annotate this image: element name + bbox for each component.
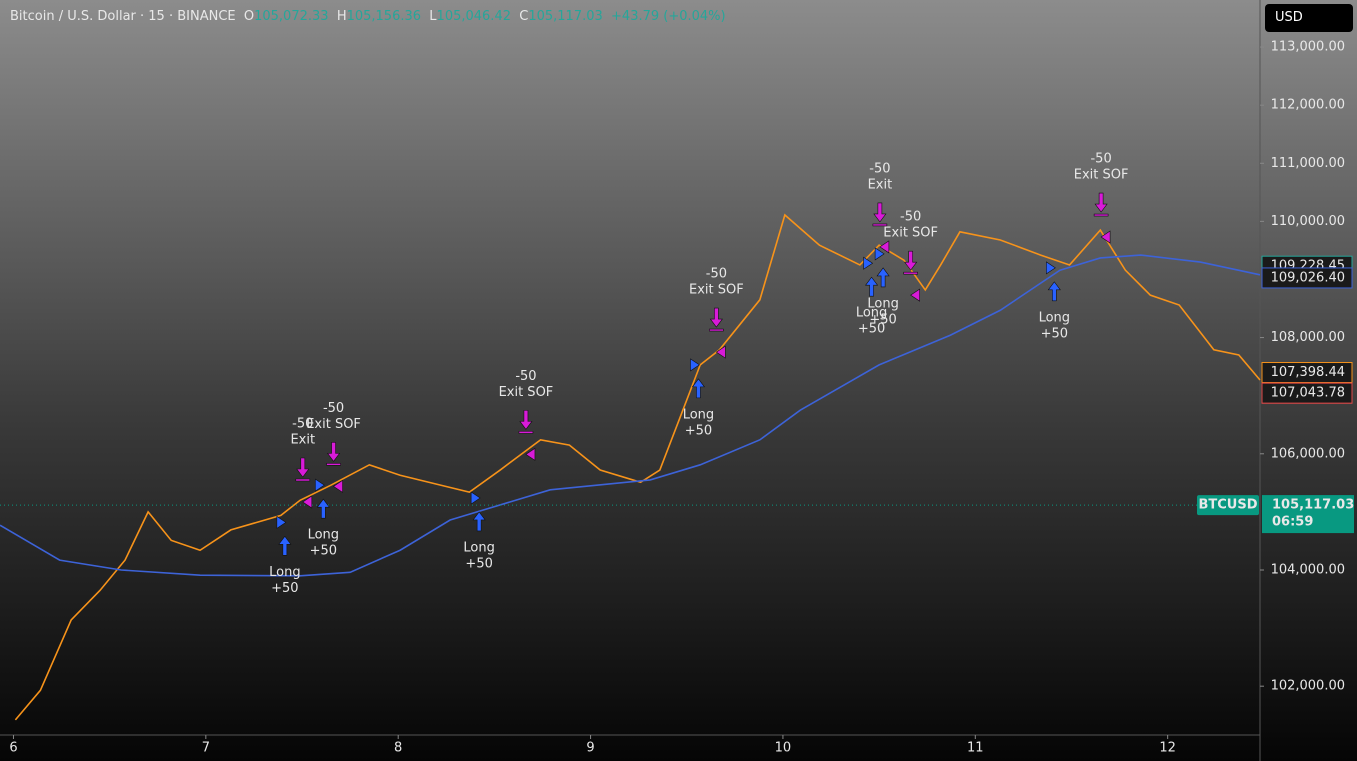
signal-label: +50: [1041, 326, 1068, 341]
y-tick-label: 104,000.00: [1271, 562, 1345, 577]
symbol-tag-text: BTCUSD: [1198, 498, 1257, 513]
y-tick-label: 111,000.00: [1271, 156, 1345, 171]
signal-label: +50: [869, 312, 896, 327]
x-tick-label: 7: [202, 741, 210, 756]
price-label-box: [1261, 382, 1353, 404]
signal-label: Exit: [868, 177, 893, 192]
y-tick-label: 102,000.00: [1271, 679, 1345, 694]
exit-arrow: [709, 307, 724, 332]
entry-marker: [470, 491, 481, 505]
entry-marker: [874, 247, 885, 261]
signal-label: +50: [685, 423, 712, 438]
entry-marker: [863, 256, 874, 270]
long-arrow: [1047, 281, 1061, 302]
x-tick-label: 12: [1159, 741, 1176, 756]
ohlc-value: 105,046.42: [436, 9, 511, 24]
signal-label: -50: [292, 417, 313, 432]
exit-marker: [715, 345, 726, 359]
long-arrow: [864, 276, 879, 297]
signal-label: Long: [308, 528, 339, 543]
price-label-box: [1261, 362, 1353, 384]
ohlc-value: 105,072.33: [254, 9, 329, 24]
entry-marker: [690, 358, 700, 372]
last-price-box: [1262, 495, 1354, 534]
price-label-box: [1261, 267, 1353, 289]
ohlc-key: L: [429, 9, 437, 24]
signal-label: -50: [900, 210, 921, 225]
signal-label: +50: [858, 322, 885, 337]
signal-label: +50: [465, 556, 492, 571]
x-tick-label: 9: [586, 741, 594, 756]
signal-label: Long: [856, 306, 887, 321]
exit-arrow: [295, 457, 311, 482]
countdown: 06:59: [1272, 515, 1313, 530]
x-tick-label: 11: [967, 741, 984, 756]
legend-header: Bitcoin / U.S. Dollar · 15 · BINANCE O10…: [10, 9, 726, 24]
signal-label: Exit SOF: [499, 385, 554, 400]
y-tick-label: 113,000.00: [1271, 40, 1345, 55]
last-price-label: 105,117.03: [1272, 498, 1354, 513]
x-tick-label: 6: [9, 741, 17, 756]
x-tick-label: 8: [394, 741, 402, 756]
signal-label: -50: [323, 401, 344, 416]
series-line: [14, 213, 1261, 721]
price-label: 109,026.40: [1271, 270, 1345, 285]
signal-label: Long: [269, 565, 300, 580]
currency-button[interactable]: USD: [1265, 4, 1353, 32]
entry-marker: [1046, 261, 1056, 275]
exit-marker: [1100, 230, 1111, 244]
long-arrow: [278, 535, 292, 556]
signal-label: Exit: [290, 433, 315, 448]
ohlc-key: H: [336, 9, 347, 24]
symbol: Bitcoin / U.S. Dollar · 15 · BINANCE: [10, 9, 236, 24]
exit-arrow: [326, 442, 341, 466]
signal-label: +50: [310, 544, 337, 559]
signal-label: Long: [867, 296, 898, 311]
signal-label: Long: [463, 540, 494, 555]
signal-label: -50: [706, 267, 727, 282]
entry-marker: [276, 515, 287, 529]
signal-label: Exit SOF: [1074, 168, 1129, 183]
exit-marker: [525, 447, 536, 461]
signal-label: Exit SOF: [689, 283, 744, 298]
y-tick-label: 108,000.00: [1271, 330, 1345, 345]
ohlc-key: C: [519, 9, 529, 24]
exit-marker: [910, 288, 920, 302]
ohlc-value: 105,117.03: [528, 9, 603, 24]
long-arrow: [876, 267, 890, 288]
long-arrow: [472, 511, 486, 532]
signal-label: Exit SOF: [306, 417, 361, 432]
y-tick-label: 110,000.00: [1271, 214, 1345, 229]
signal-label: -50: [869, 161, 890, 176]
price-label: 107,398.44: [1271, 365, 1345, 380]
y-tick-label: 106,000.00: [1271, 446, 1345, 461]
change: +43.79 (+0.04%): [611, 9, 726, 24]
signal-label: -50: [515, 369, 536, 384]
exit-arrow: [518, 410, 534, 434]
symbol-tag: [1197, 495, 1259, 516]
exit-marker: [333, 479, 343, 493]
exit-marker: [879, 240, 890, 254]
signal-label: Long: [1039, 310, 1070, 325]
ohlc-key: O: [243, 9, 255, 24]
long-arrow: [691, 378, 706, 399]
signal-label: +50: [271, 581, 298, 596]
exit-arrow: [1093, 192, 1109, 217]
entry-marker: [315, 478, 325, 492]
exit-arrow: [872, 202, 888, 227]
signal-label: Exit SOF: [883, 226, 938, 241]
y-tick-label: 112,000.00: [1271, 98, 1345, 113]
price-label: 107,043.78: [1271, 386, 1345, 401]
signal-label: -50: [1090, 152, 1111, 167]
ohlc-value: 105,156.36: [346, 9, 422, 24]
exit-marker: [302, 495, 313, 509]
exit-arrow: [903, 250, 918, 275]
signal-label: Long: [683, 407, 714, 422]
x-tick-label: 10: [775, 741, 792, 756]
series-line: [0, 254, 1261, 577]
long-arrow: [316, 498, 330, 519]
